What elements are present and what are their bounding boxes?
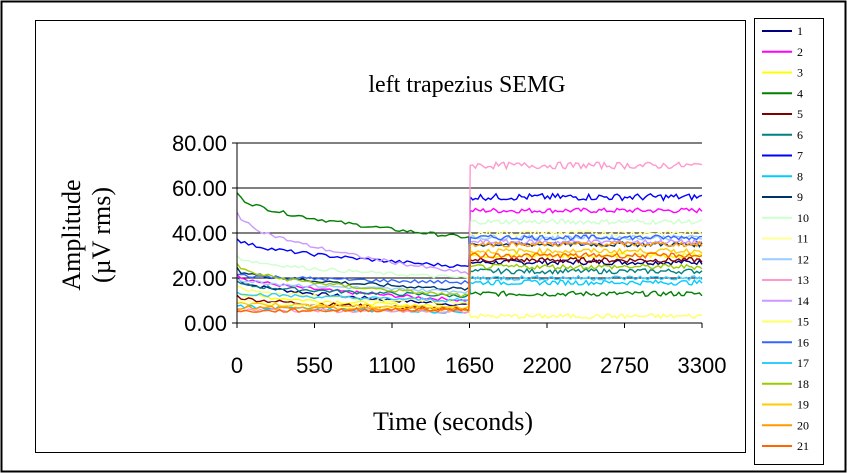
x-tick-labels: 0 550 1100 1650 2200 2750 3300	[231, 353, 727, 378]
legend-label-5: 5	[797, 107, 803, 121]
legend-label-7: 7	[797, 149, 803, 163]
y-axis-label: Amplitude (µV rms)	[57, 179, 116, 290]
series-line-14	[236, 211, 702, 276]
legend-label-15: 15	[797, 315, 809, 329]
legend-label-8: 8	[797, 169, 803, 183]
y-axis-label-line1: Amplitude	[57, 179, 86, 290]
legend-label-10: 10	[797, 211, 809, 225]
x-tick-label-3: 1650	[445, 353, 494, 378]
legend-label-17: 17	[797, 356, 809, 370]
y-tick-label-2: 40.00	[172, 221, 227, 246]
legend-label-19: 19	[797, 398, 809, 412]
y-axis-label-line2: (µV rms)	[87, 187, 116, 283]
legend-label-1: 1	[797, 24, 803, 38]
series-line-16	[237, 234, 703, 285]
legend-label-12: 12	[797, 252, 809, 266]
series-line-6	[236, 267, 703, 299]
series-layer	[236, 160, 703, 320]
legend-label-16: 16	[797, 335, 809, 349]
x-tick-label-5: 2750	[600, 353, 649, 378]
series-line-7	[236, 192, 703, 269]
axes	[232, 142, 703, 328]
y-tick-label-1: 20.00	[172, 266, 227, 291]
legend-label-14: 14	[797, 294, 809, 308]
series-line-19	[236, 247, 703, 310]
series-line-15	[236, 284, 703, 320]
series-line-10	[236, 218, 703, 279]
legend-label-6: 6	[797, 128, 803, 142]
series-line-18	[236, 263, 703, 298]
series-line-5	[236, 256, 703, 313]
legend-label-21: 21	[797, 439, 809, 453]
legend-box	[754, 18, 824, 465]
legend-label-20: 20	[797, 418, 809, 432]
legend-label-11: 11	[797, 232, 809, 246]
series-line-4	[236, 192, 703, 298]
series-line-20	[236, 240, 703, 312]
y-tick-labels: 0.00 20.00 40.00 60.00 80.00	[172, 131, 227, 336]
legend-label-18: 18	[797, 377, 809, 391]
legend-label-13: 13	[797, 273, 809, 287]
chart-title: left trapezius SEMG	[368, 72, 565, 98]
legend-label-9: 9	[797, 190, 803, 204]
x-tick-label-2: 1100	[368, 353, 415, 378]
x-axis-label: Time (seconds)	[373, 407, 533, 436]
y-tick-label-4: 80.00	[172, 131, 227, 156]
x-tick-label-1: 550	[296, 353, 333, 378]
series-line-21	[236, 252, 703, 313]
x-tick-label-6: 3300	[678, 353, 727, 378]
legend-label-2: 2	[797, 45, 803, 59]
series-line-9	[236, 240, 703, 291]
series-line-17	[236, 274, 703, 303]
legend-label-3: 3	[797, 66, 803, 80]
series-line-12	[236, 233, 703, 294]
x-tick-label-4: 2200	[523, 353, 572, 378]
legend-label-4: 4	[797, 86, 803, 100]
y-tick-label-3: 60.00	[172, 176, 227, 201]
x-tick-label-0: 0	[231, 353, 243, 378]
y-tick-label-0: 0.00	[184, 311, 227, 336]
